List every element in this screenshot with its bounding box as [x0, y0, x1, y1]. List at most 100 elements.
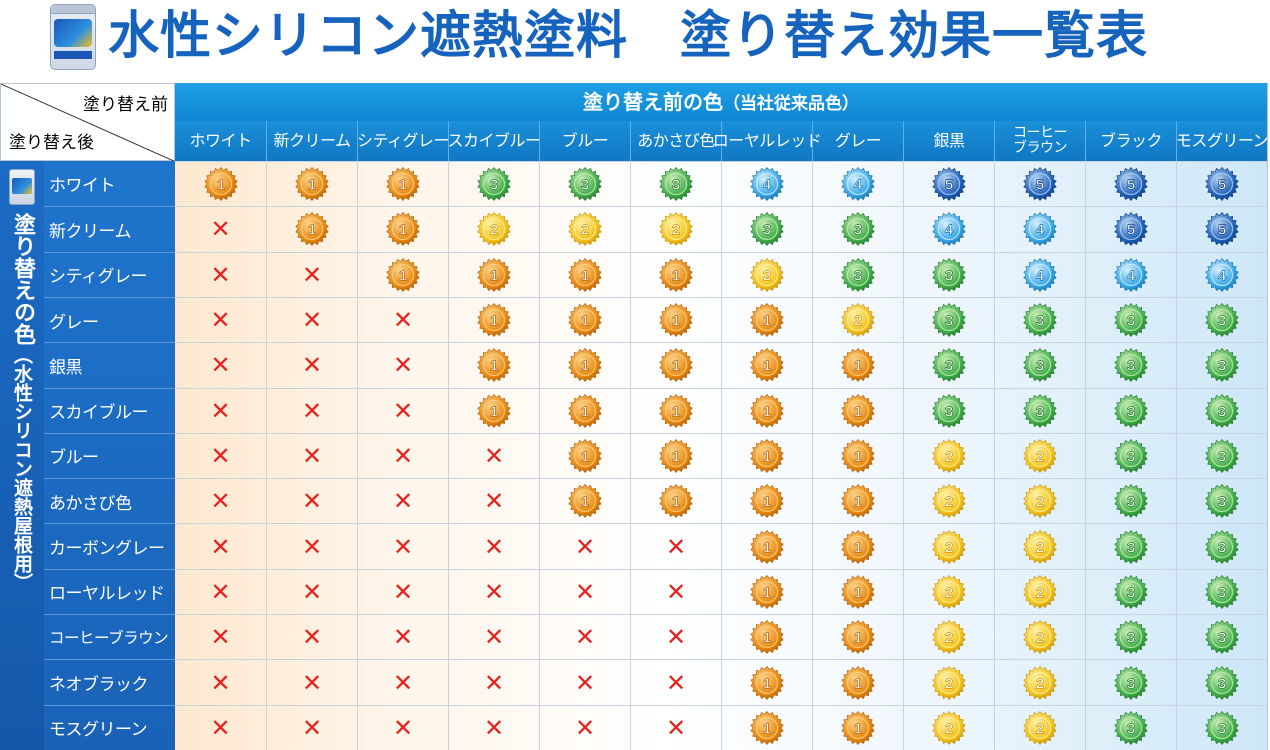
effect-cell: 1: [539, 387, 630, 433]
not-recommended-cross-icon: ✕: [392, 713, 414, 742]
svg-text:1: 1: [581, 313, 589, 330]
effect-cell: 5: [1085, 206, 1176, 252]
effect-cell: ✕: [175, 296, 266, 342]
effect-cell: 2: [539, 206, 630, 252]
effect-cell: 3: [903, 387, 994, 433]
rating-medal-icon: 1: [659, 348, 693, 383]
effect-cell: ✕: [175, 206, 266, 251]
row-header: コーヒーブラウン: [44, 614, 175, 659]
rating-medal-icon: 2: [1023, 439, 1057, 473]
effect-cell: 1: [721, 478, 812, 524]
row-header: あかさび色: [44, 478, 175, 523]
after-color-label-main: 塗り替えの色: [10, 213, 35, 345]
svg-text:3: 3: [1127, 630, 1135, 647]
effect-cell: 2: [903, 659, 994, 705]
rating-medal-icon: 1: [568, 348, 602, 383]
not-recommended-cross-icon: ✕: [301, 713, 323, 742]
effect-cell: 3: [903, 296, 994, 343]
not-recommended-cross-icon: ✕: [483, 487, 505, 516]
effect-cell: 3: [1176, 432, 1267, 479]
row-header: ホワイト: [49, 176, 116, 197]
rating-medal-icon: 1: [841, 439, 875, 473]
effect-cell: 3: [721, 206, 812, 252]
svg-text:1: 1: [308, 222, 316, 239]
rating-medal-icon: 5: [932, 167, 966, 202]
effect-grid: 1 1 1 3 3 3 4 4 5 5 5 5 ✕ 1 1 2 2 2 3 3 4 4 5 5 ✕ ✕ 1 1 1 1 2 3 3 4 4 4 ✕ ✕ ✕ 1…: [175, 161, 1267, 750]
svg-text:2: 2: [945, 675, 953, 692]
svg-text:3: 3: [1127, 494, 1135, 511]
effect-cell: 4: [812, 161, 903, 207]
effect-cell: 1: [721, 659, 812, 705]
effect-cell: 5: [1176, 206, 1267, 252]
effect-cell: ✕: [175, 478, 266, 523]
effect-cell: ✕: [357, 478, 448, 524]
effect-cell: 1: [812, 659, 903, 705]
rating-medal-icon: 3: [1114, 710, 1148, 745]
rating-medal-icon: 1: [841, 620, 875, 655]
not-recommended-cross-icon: ✕: [210, 441, 231, 470]
effect-cell: 1: [448, 342, 539, 388]
effect-cell: 1: [175, 161, 266, 206]
not-recommended-cross-icon: ✕: [392, 487, 414, 516]
effect-cell: ✕: [448, 432, 539, 479]
before-color-header: 塗り替え前の色（当社従来品色）: [175, 83, 1267, 121]
rating-medal-icon: 1: [659, 257, 693, 292]
rating-medal-icon: 2: [1023, 620, 1057, 655]
effect-cell: ✕: [175, 251, 266, 297]
svg-text:2: 2: [1036, 630, 1044, 647]
effect-cell: 2: [903, 614, 994, 660]
not-recommended-cross-icon: ✕: [392, 532, 414, 561]
effect-cell: 1: [630, 432, 721, 479]
svg-text:4: 4: [1218, 267, 1227, 284]
not-recommended-cross-icon: ✕: [210, 260, 231, 289]
rating-medal-icon: 1: [750, 710, 784, 745]
svg-text:2: 2: [581, 222, 589, 239]
rating-medal-icon: 4: [1023, 212, 1057, 247]
rating-medal-icon: 2: [932, 665, 966, 700]
rating-medal-icon: 1: [477, 257, 511, 292]
rating-medal-icon: 3: [1205, 710, 1239, 745]
rating-medal-icon: 1: [750, 620, 784, 655]
effect-cell: ✕: [448, 478, 539, 524]
svg-text:1: 1: [763, 448, 771, 465]
effect-cell: ✕: [539, 614, 630, 660]
svg-text:1: 1: [854, 675, 862, 692]
svg-text:1: 1: [854, 448, 862, 465]
effect-cell: 2: [903, 432, 994, 479]
svg-text:5: 5: [1127, 177, 1135, 194]
not-recommended-cross-icon: ✕: [574, 577, 596, 606]
not-recommended-cross-icon: ✕: [483, 577, 505, 606]
rating-medal-icon: 5: [1023, 167, 1057, 202]
effect-cell: 1: [721, 387, 812, 433]
not-recommended-cross-icon: ✕: [301, 260, 323, 289]
svg-text:1: 1: [672, 403, 680, 420]
effect-cell: 3: [1085, 568, 1176, 615]
rating-medal-icon: 1: [750, 484, 784, 519]
effect-cell: ✕: [266, 342, 357, 388]
rating-medal-icon: 1: [841, 348, 875, 383]
rating-medal-icon: 3: [1114, 665, 1148, 700]
not-recommended-cross-icon: ✕: [392, 306, 414, 335]
rating-medal-icon: 1: [841, 665, 875, 700]
effect-cell: ✕: [357, 296, 448, 343]
not-recommended-cross-icon: ✕: [574, 623, 596, 652]
effect-cell: ✕: [630, 659, 721, 705]
svg-text:1: 1: [763, 358, 771, 375]
effect-cell: 3: [448, 161, 539, 207]
rating-medal-icon: 3: [1205, 393, 1239, 428]
svg-text:3: 3: [1127, 403, 1135, 420]
svg-text:1: 1: [672, 448, 680, 465]
effect-cell: 4: [721, 161, 812, 207]
rating-medal-icon: 4: [841, 167, 875, 202]
effect-cell: 5: [1085, 161, 1176, 207]
effect-cell: 3: [630, 161, 721, 207]
svg-text:3: 3: [945, 313, 953, 330]
svg-text:1: 1: [854, 720, 862, 737]
svg-text:3: 3: [1127, 584, 1135, 601]
svg-text:2: 2: [945, 448, 953, 465]
svg-text:2: 2: [945, 630, 953, 647]
not-recommended-cross-icon: ✕: [392, 577, 414, 606]
rating-medal-icon: 2: [932, 710, 966, 745]
rating-medal-icon: 3: [1114, 393, 1148, 428]
svg-text:1: 1: [854, 539, 862, 556]
